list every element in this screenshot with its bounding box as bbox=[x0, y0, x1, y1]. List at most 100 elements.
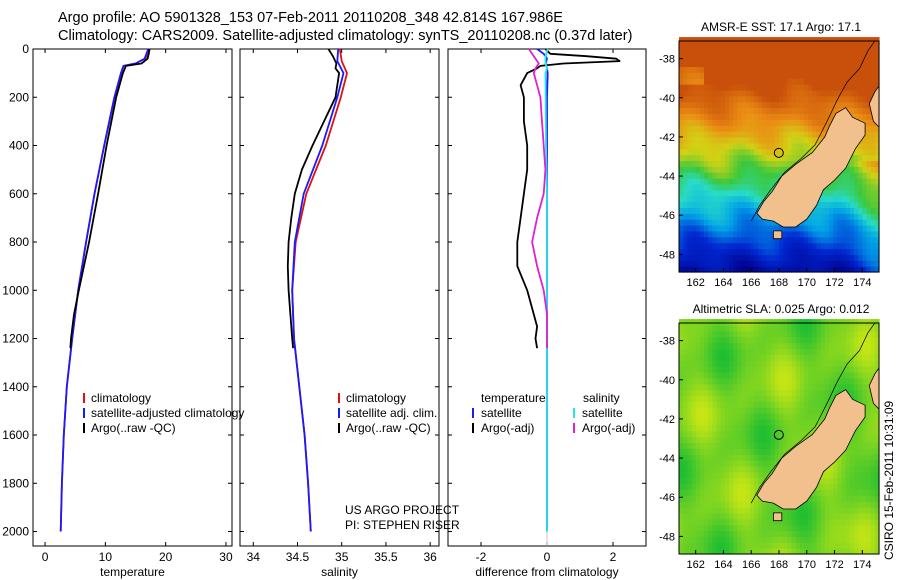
depth-tick-label: 600 bbox=[9, 187, 29, 201]
sla-map-cell bbox=[862, 501, 868, 508]
sst-map-cell bbox=[741, 101, 747, 109]
sla-map-cell bbox=[874, 536, 880, 543]
sst-map-cell bbox=[695, 142, 701, 150]
sla-map-cell bbox=[779, 342, 784, 350]
sst-map-cell bbox=[724, 125, 730, 132]
sla-map-cell bbox=[712, 324, 718, 332]
sla-map-cell bbox=[683, 471, 688, 479]
sla-map-cell bbox=[691, 330, 697, 338]
sst-map-cell bbox=[733, 260, 738, 267]
sla-map-cell bbox=[837, 319, 843, 326]
sla-map-cell bbox=[808, 424, 813, 432]
sla-map-cell bbox=[787, 530, 793, 537]
sst-map-cell bbox=[733, 119, 738, 126]
sst-map-cell bbox=[791, 84, 797, 91]
sst-map-cell bbox=[866, 230, 872, 238]
sla-map-cell bbox=[720, 477, 726, 485]
sla-map-cell bbox=[808, 548, 813, 555]
sst-map-cell bbox=[754, 195, 759, 203]
sla-map-cell bbox=[729, 524, 734, 532]
sla-map-cell bbox=[704, 389, 709, 397]
sla-map-cell bbox=[741, 324, 747, 332]
sst-map-cell bbox=[758, 166, 763, 173]
sst-map-cell bbox=[812, 95, 818, 103]
sla-map-cell bbox=[841, 330, 847, 338]
sla-map-cell bbox=[774, 548, 780, 555]
sst-map-cell bbox=[774, 84, 780, 91]
sst-map-cell bbox=[741, 254, 747, 261]
sla-map-cell bbox=[704, 448, 709, 455]
sla-map-cell bbox=[804, 395, 809, 402]
sst-map-cell bbox=[733, 72, 738, 79]
sla-map-cell bbox=[779, 430, 784, 438]
sst-map-cell bbox=[874, 219, 880, 226]
sla-map-cell bbox=[779, 371, 784, 379]
sla-map-cell bbox=[729, 413, 734, 420]
sst-map-cell bbox=[804, 131, 809, 138]
sst-map-cell bbox=[858, 266, 863, 273]
sla-map-cell bbox=[758, 366, 763, 373]
sst-map-cell bbox=[854, 101, 859, 109]
sla-map-cell bbox=[687, 395, 693, 402]
sst-map-cell bbox=[699, 89, 705, 97]
sst-map-cell bbox=[845, 37, 851, 44]
sst-map-cell bbox=[841, 213, 847, 220]
sla-map-cell bbox=[849, 501, 855, 508]
sst-map-cell bbox=[699, 42, 705, 50]
sst-map-cell bbox=[745, 183, 751, 191]
sst-map-cell bbox=[870, 195, 876, 203]
sst-map-cell bbox=[679, 172, 684, 179]
sla-map-cell bbox=[749, 342, 755, 350]
sst-map-cell bbox=[729, 101, 734, 109]
sla-map-cell bbox=[724, 342, 730, 350]
sla-map-cell bbox=[829, 395, 834, 402]
sst-map-cell bbox=[770, 166, 776, 173]
sla-map-cell bbox=[737, 454, 743, 461]
sla-map-cell bbox=[712, 448, 718, 455]
sla-map-cell bbox=[866, 548, 872, 555]
sst-map-cell bbox=[695, 260, 701, 267]
sla-map-cell bbox=[829, 542, 834, 549]
sst-map-cell bbox=[824, 183, 830, 191]
sla-map-cell bbox=[862, 371, 868, 379]
sla-map-cell bbox=[874, 342, 880, 350]
sst-map-cell bbox=[733, 219, 738, 226]
difference-legend-label: satellite bbox=[582, 406, 623, 420]
sla-map-cell bbox=[791, 395, 797, 402]
sla-map-cell bbox=[816, 377, 822, 385]
sst-map-cell bbox=[679, 37, 684, 44]
sst-map-cell bbox=[808, 242, 813, 250]
sst-map-cell bbox=[849, 207, 855, 214]
sla-map-cell bbox=[683, 536, 688, 543]
sst-map-cell bbox=[787, 66, 793, 73]
sla-map-cell bbox=[770, 442, 776, 449]
sla-map-cell bbox=[812, 530, 818, 537]
sla-map-cell bbox=[808, 430, 813, 438]
sla-map-cell bbox=[699, 489, 705, 496]
sst-map-cell bbox=[708, 166, 713, 173]
sst-map-cell bbox=[724, 242, 730, 250]
sst-map-cell bbox=[749, 160, 755, 167]
sla-map-cell bbox=[762, 460, 768, 467]
sst-map-cell bbox=[749, 89, 755, 97]
sst-map-cell bbox=[862, 213, 868, 220]
sst-map-cell bbox=[737, 131, 743, 138]
sst-map-cell bbox=[766, 154, 772, 162]
sla-map-cell bbox=[862, 460, 868, 467]
sst-map-cell bbox=[858, 195, 863, 203]
sst-map-cell bbox=[737, 154, 743, 162]
sla-map-cell bbox=[683, 501, 688, 508]
sst-map-cell bbox=[679, 207, 684, 214]
sla-map-cell bbox=[687, 460, 693, 467]
sst-map-cell bbox=[737, 60, 743, 68]
sst-map-cell bbox=[770, 254, 776, 261]
sla-map-ytick-label: -40 bbox=[659, 375, 675, 387]
sst-map-cell bbox=[687, 142, 693, 150]
sla-map-cell bbox=[824, 371, 830, 379]
sst-map-cell bbox=[795, 142, 801, 150]
sst-map-cell bbox=[795, 254, 801, 261]
sst-map-cell bbox=[804, 225, 809, 232]
sst-map-cell bbox=[824, 260, 830, 267]
sst-map-cell bbox=[808, 37, 813, 44]
sla-map-cell bbox=[849, 342, 855, 350]
